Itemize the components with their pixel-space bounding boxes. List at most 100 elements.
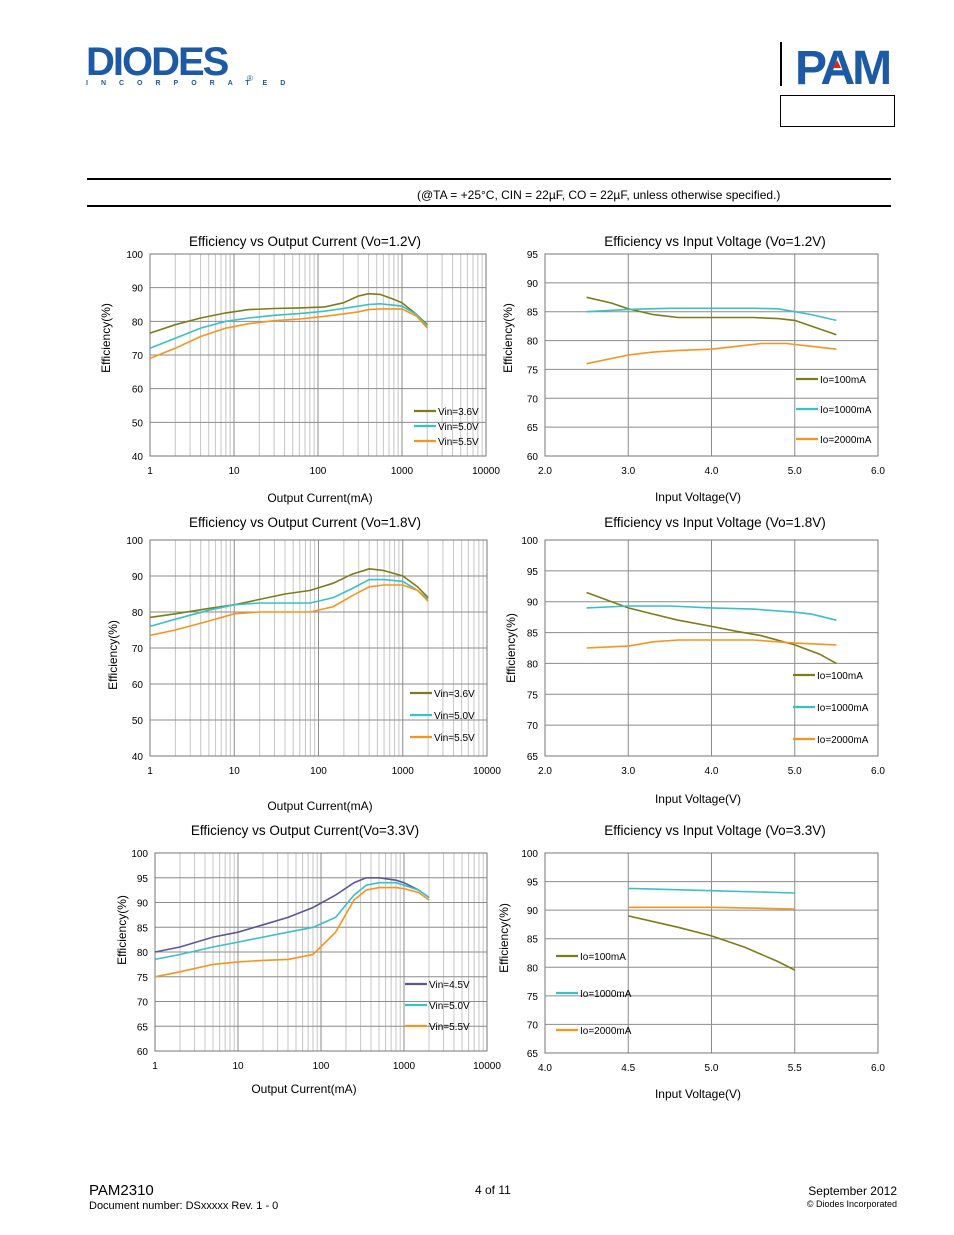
chart-1: 1 10 100 1000 10000 40 50 60 70 80 90 100 Efficiency… bbox=[99, 234, 500, 505]
x-tick-label: 10 bbox=[228, 466, 240, 477]
legend-label: Io=2000mA bbox=[820, 435, 872, 446]
legend-label: Vin=5.0V bbox=[429, 1001, 470, 1012]
footer-doc-number: Document number: DSxxxxx Rev. 1 - 0 bbox=[89, 1200, 279, 1212]
y-tick-label: 60 bbox=[527, 452, 539, 463]
y-tick-label: 75 bbox=[527, 365, 539, 376]
y-tick-label: 40 bbox=[132, 452, 144, 463]
y-tick-label: 90 bbox=[527, 279, 539, 290]
y-tick-label: 65 bbox=[527, 752, 539, 763]
legend-label: Io=1000mA bbox=[580, 989, 632, 1000]
x-tick-label: 6.0 bbox=[871, 1063, 885, 1074]
y-tick-label: 70 bbox=[527, 721, 539, 732]
plot-frame bbox=[544, 253, 879, 457]
y-tick-label: 60 bbox=[132, 680, 144, 691]
legend-label: Vin=3.6V bbox=[438, 407, 479, 418]
series-line bbox=[154, 881, 430, 961]
legend-label: Io=2000mA bbox=[580, 1026, 632, 1037]
footer-date: September 2012 bbox=[808, 1184, 897, 1198]
pam-divider bbox=[780, 42, 782, 86]
y-tick-label: 100 bbox=[131, 849, 148, 860]
y-tick-label: 65 bbox=[527, 423, 539, 434]
x-axis-label: Input Voltage(V) bbox=[655, 490, 741, 504]
legend-label: Vin=5.0V bbox=[438, 422, 479, 433]
y-tick-label: 50 bbox=[132, 716, 144, 727]
y-axis-label: Efficiency(%) bbox=[497, 903, 511, 973]
x-tick-label: 10000 bbox=[473, 766, 501, 777]
x-tick-label: 2.0 bbox=[538, 466, 552, 477]
rule-top bbox=[87, 178, 891, 180]
x-tick-label: 1 bbox=[147, 766, 153, 777]
y-tick-label: 90 bbox=[527, 598, 539, 609]
chart-6: 4.0 4.5 5.0 5.5 6.0 65 70 75 80 85 90 95 100 Efficien… bbox=[497, 823, 885, 1101]
y-tick-label: 90 bbox=[527, 906, 539, 917]
legend-label: Io=100mA bbox=[817, 671, 863, 682]
y-tick-label: 70 bbox=[132, 351, 144, 362]
series-line bbox=[628, 906, 795, 910]
y-tick-label: 65 bbox=[527, 1049, 539, 1060]
legend-label: Vin=3.6V bbox=[434, 689, 475, 700]
y-tick-label: 65 bbox=[137, 1022, 149, 1033]
y-tick-label: 95 bbox=[527, 250, 539, 261]
series-line bbox=[149, 578, 429, 628]
y-tick-label: 70 bbox=[137, 998, 149, 1009]
series-line bbox=[154, 876, 430, 953]
rule-bottom bbox=[87, 205, 891, 207]
diodes-logo-sub: INCORPORATED bbox=[86, 80, 299, 87]
chart-title: Efficiency vs Input Voltage (Vo=3.3V) bbox=[604, 823, 826, 838]
chart-title: Efficiency vs Input Voltage (Vo=1.2V) bbox=[604, 234, 826, 249]
chart-title: Efficiency vs Output Current(Vo=3.3V) bbox=[191, 823, 419, 838]
x-tick-label: 6.0 bbox=[871, 766, 885, 777]
y-tick-label: 80 bbox=[132, 608, 144, 619]
pam-accent-icon bbox=[833, 60, 841, 68]
x-tick-label: 10 bbox=[232, 1061, 244, 1072]
x-tick-label: 10000 bbox=[472, 466, 500, 477]
y-tick-label: 60 bbox=[137, 1047, 149, 1058]
y-tick-label: 95 bbox=[527, 567, 539, 578]
series-line bbox=[586, 639, 837, 649]
y-tick-label: 85 bbox=[527, 629, 539, 640]
y-tick-label: 40 bbox=[132, 752, 144, 763]
legend-label: Io=100mA bbox=[580, 952, 626, 963]
pam-logo-text: PAM bbox=[795, 44, 889, 86]
x-tick-label: 3.0 bbox=[621, 766, 635, 777]
x-axis-label: Output Current(mA) bbox=[267, 799, 372, 813]
y-tick-label: 95 bbox=[137, 874, 149, 885]
x-tick-label: 4.0 bbox=[705, 466, 719, 477]
y-axis-label: Efficiency(%) bbox=[504, 613, 518, 683]
series-line bbox=[149, 292, 428, 334]
x-tick-label: 5.5 bbox=[788, 1063, 802, 1074]
x-tick-label: 1000 bbox=[393, 1061, 416, 1072]
y-tick-label: 70 bbox=[527, 1020, 539, 1031]
plot-frame bbox=[149, 539, 488, 757]
series-line bbox=[154, 886, 430, 978]
series-line bbox=[149, 567, 429, 619]
y-tick-label: 60 bbox=[132, 385, 144, 396]
x-tick-label: 1 bbox=[152, 1061, 158, 1072]
y-axis-label: Efficiency(%) bbox=[99, 303, 113, 373]
legend-label: Vin=5.5V bbox=[434, 733, 475, 744]
y-tick-label: 50 bbox=[132, 418, 144, 429]
x-tick-label: 6.0 bbox=[871, 466, 885, 477]
y-tick-label: 90 bbox=[132, 284, 144, 295]
legend-label: Vin=4.5V bbox=[429, 980, 470, 991]
x-axis-label: Input Voltage(V) bbox=[655, 1087, 741, 1101]
chart-5: 1 10 100 1000 10000 60 65 70 75 80 85 90 95 100 Effici… bbox=[115, 823, 501, 1096]
x-tick-label: 4.0 bbox=[705, 766, 719, 777]
y-axis-label: Efficiency(%) bbox=[501, 303, 515, 373]
x-tick-label: 5.0 bbox=[705, 1063, 719, 1074]
legend-label: Io=2000mA bbox=[817, 735, 869, 746]
x-tick-label: 3.0 bbox=[621, 466, 635, 477]
x-tick-label: 1000 bbox=[392, 766, 415, 777]
x-tick-label: 100 bbox=[310, 466, 327, 477]
series-line bbox=[149, 308, 428, 360]
x-tick-label: 100 bbox=[310, 766, 327, 777]
x-tick-label: 1 bbox=[147, 466, 153, 477]
legend-label: Io=100mA bbox=[820, 375, 866, 386]
y-tick-label: 100 bbox=[126, 536, 143, 547]
plot-frame bbox=[544, 539, 879, 757]
plot-frame bbox=[149, 253, 487, 457]
registered-mark: ® bbox=[247, 74, 253, 83]
y-tick-label: 85 bbox=[527, 308, 539, 319]
y-tick-label: 85 bbox=[137, 923, 149, 934]
series-line bbox=[628, 887, 795, 894]
